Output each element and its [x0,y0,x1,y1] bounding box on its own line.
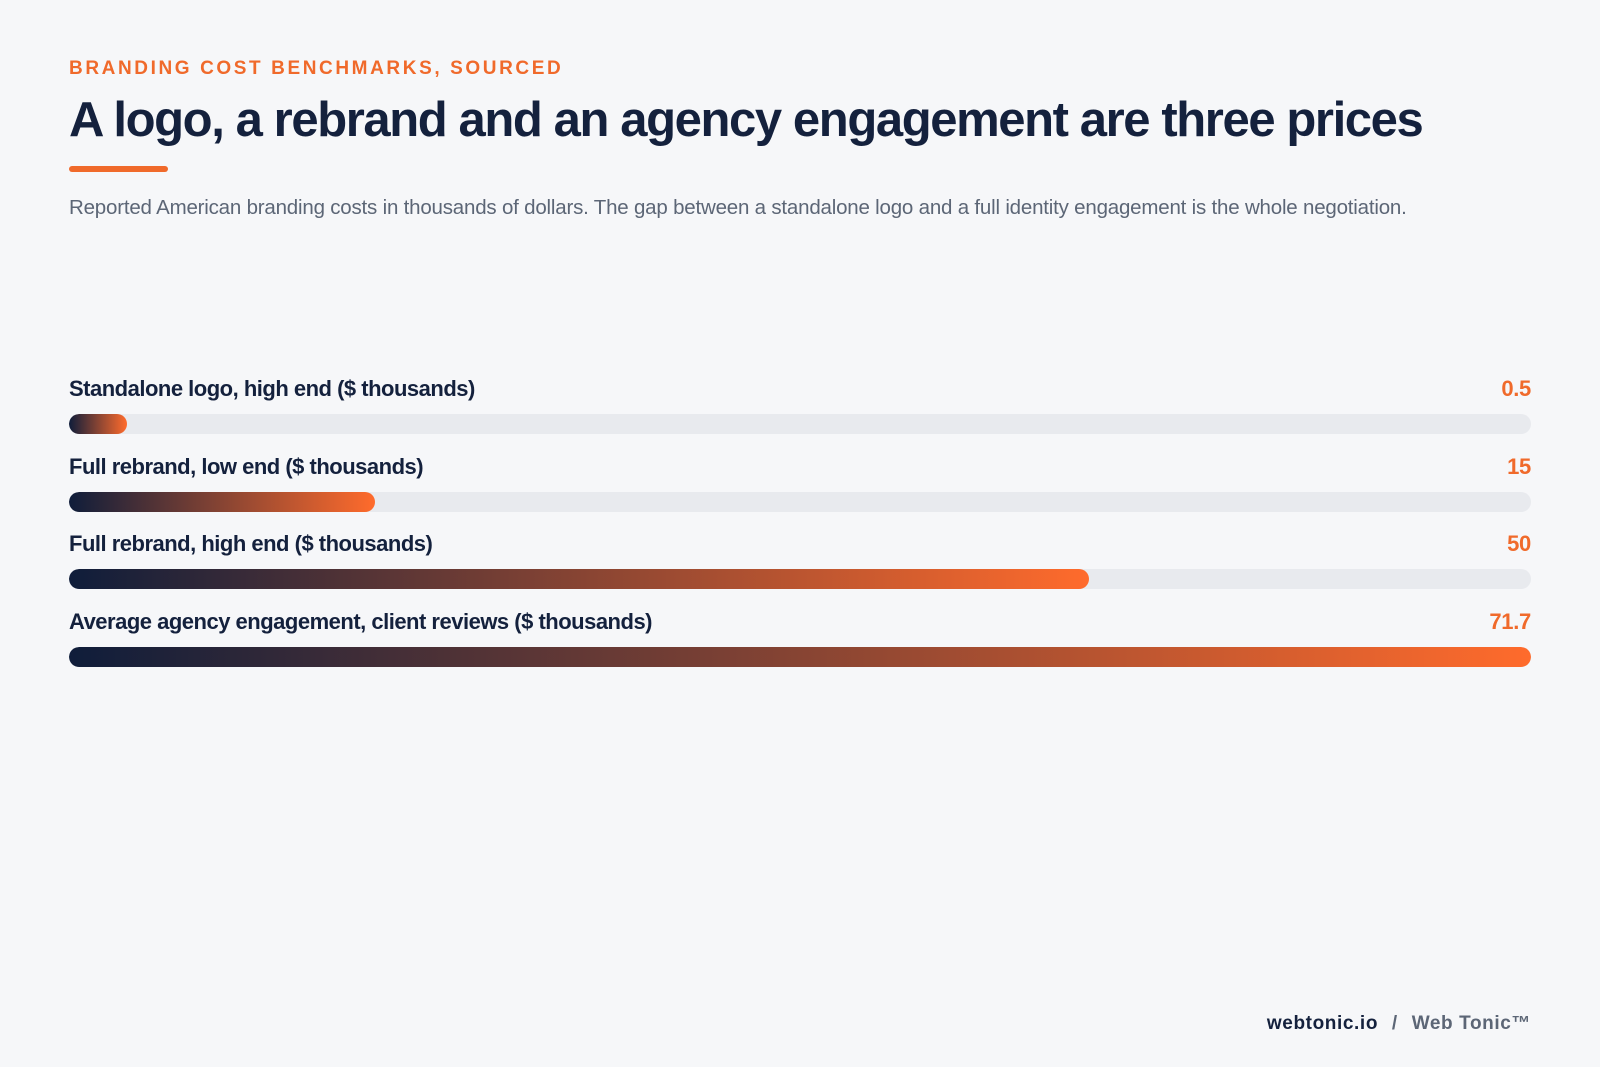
bar-label: Average agency engagement, client review… [69,608,653,634]
title-underline [69,166,168,172]
bar-value-label: 15 [1507,453,1531,479]
bar-label: Full rebrand, high end ($ thousands) [69,531,433,556]
page-title: A logo, a rebrand and an agency engageme… [69,93,1424,147]
bar [69,646,1531,667]
bar-value-label: 0.5 [1501,376,1531,401]
bar-chart: Standalone logo, high end ($ thousands) 0… [69,372,1531,682]
bar [69,491,375,512]
bar-row: Average agency engagement, client review… [69,605,1531,683]
bar-label: Standalone logo, high end ($ thousands) [69,376,475,401]
chart-subtitle: Reported American branding costs in thou… [69,196,1407,219]
bar-row: Standalone logo, high end ($ thousands) 0… [69,372,1531,450]
footer-site[interactable]: webtonic.io [1266,1013,1379,1034]
footer-brand: Web Tonic™ [1411,1013,1531,1034]
bar-track [69,569,1531,589]
bar [69,414,127,434]
bar-track [69,491,1531,512]
footer-separator: / [1391,1013,1398,1034]
footer-credit: webtonic.io / Web Tonic™ [1267,1013,1531,1035]
bar-row: Full rebrand, high end ($ thousands) 50 [69,527,1531,605]
bar-value-label: 71.7 [1489,608,1531,634]
chart-eyebrow: BRANDING COST BENCHMARKS, SOURCED [69,58,564,79]
bar-value-label: 50 [1507,531,1531,556]
bar-row: Full rebrand, low end ($ thousands) 15 [69,450,1531,528]
bar-label: Full rebrand, low end ($ thousands) [69,453,424,479]
bar [69,569,1089,589]
bar-track [69,414,1531,434]
bar-track [69,646,1531,667]
